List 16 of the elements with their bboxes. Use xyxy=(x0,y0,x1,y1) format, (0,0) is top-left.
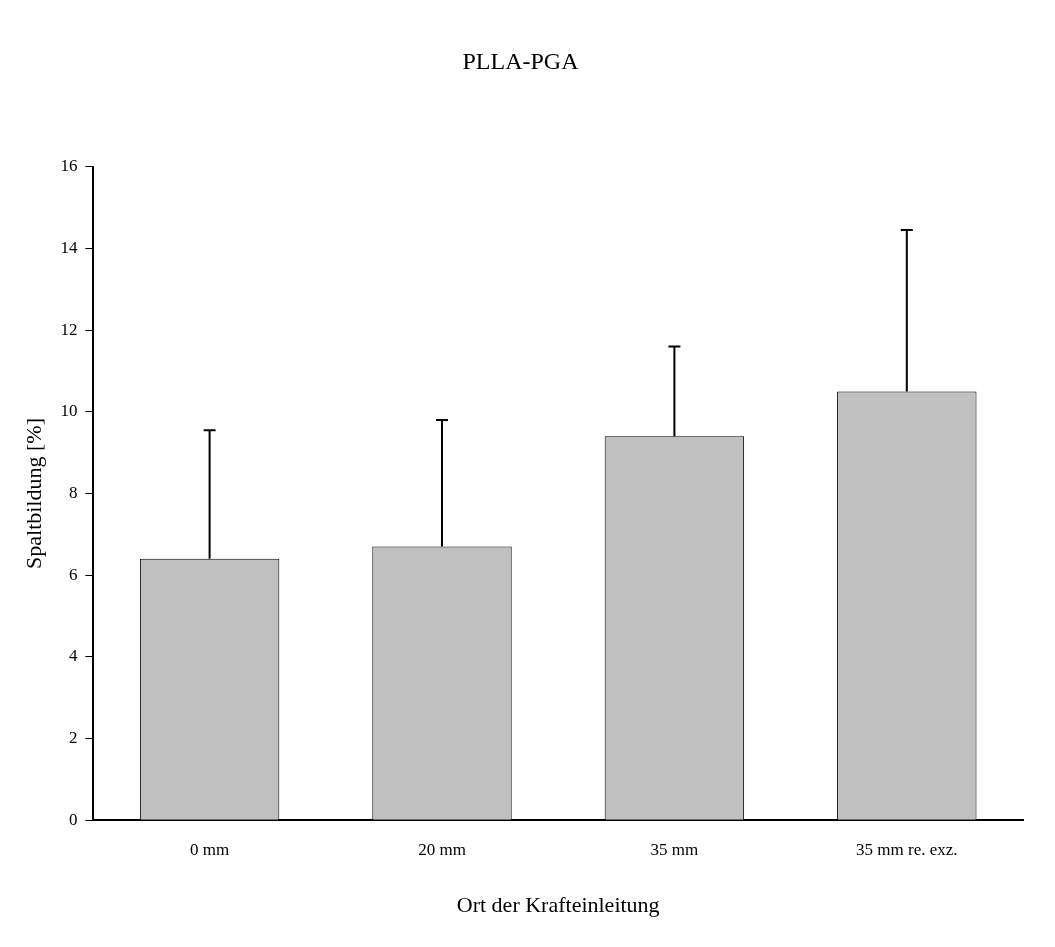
y-tick-label: 0 xyxy=(68,809,78,829)
y-axis-title: Spaltbildung [%] xyxy=(20,418,46,569)
y-tick-label: 8 xyxy=(68,482,78,502)
y-tick-label: 10 xyxy=(60,401,78,421)
x-tick-label: 35 mm re. exz. xyxy=(856,839,958,859)
chart-title: PLLA-PGA xyxy=(462,47,580,74)
x-axis-title: Ort der Krafteinleitung xyxy=(456,891,660,917)
x-tick-label: 20 mm xyxy=(418,839,466,859)
y-tick-label: 2 xyxy=(68,727,78,747)
y-tick-label: 16 xyxy=(60,156,78,176)
x-tick-label: 35 mm xyxy=(650,839,699,859)
y-tick-label: 6 xyxy=(68,564,78,584)
x-tick-label: 0 mm xyxy=(190,839,230,859)
y-tick-label: 4 xyxy=(68,646,78,666)
y-tick-label: 12 xyxy=(60,319,78,339)
y-tick-label: 14 xyxy=(60,237,78,257)
